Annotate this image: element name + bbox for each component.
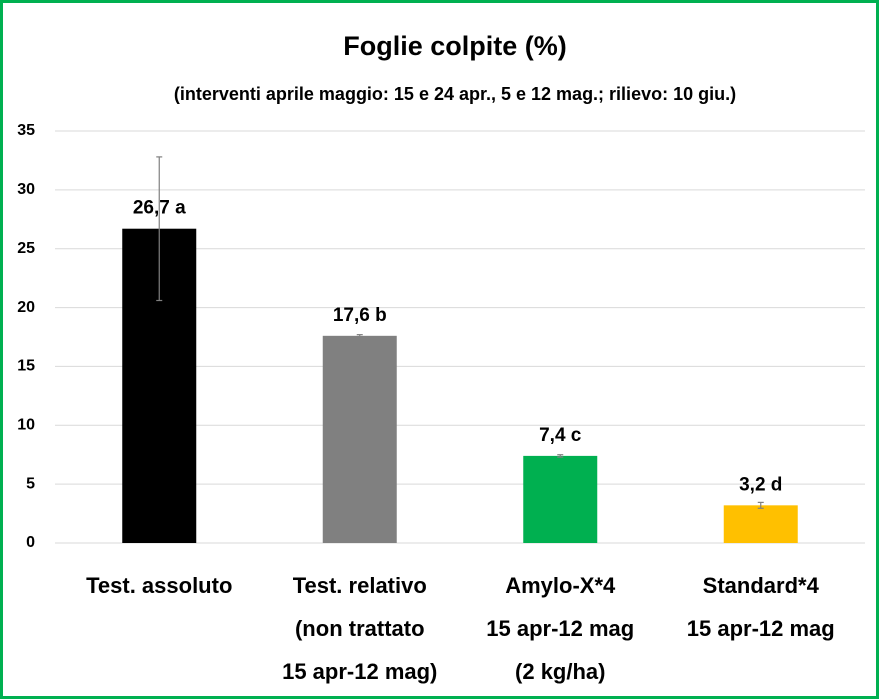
- y-tick-label: 0: [26, 534, 35, 551]
- x-tick-label: 15 apr-12 mag): [282, 659, 437, 684]
- data-label: 17,6 b: [333, 305, 387, 326]
- x-tick-label: 15 apr-12 mag: [687, 616, 835, 641]
- x-tick-label: Test. assoluto: [86, 573, 232, 598]
- y-tick-label: 5: [26, 475, 35, 492]
- x-tick-label: 15 apr-12 mag: [486, 616, 634, 641]
- y-tick-label: 20: [17, 299, 35, 316]
- x-tick-label: Amylo-X*4: [505, 573, 616, 598]
- data-label: 7,4 c: [539, 425, 582, 446]
- chart-title: Foglie colpite (%): [343, 31, 567, 61]
- bar: [723, 505, 798, 543]
- error-bar: [757, 501, 764, 509]
- x-tick-label: Test. relativo: [293, 573, 427, 598]
- chart-subtitle: (interventi aprile maggio: 15 e 24 apr.,…: [174, 84, 736, 104]
- error-bar: [156, 156, 163, 302]
- y-tick-label: 10: [17, 417, 35, 434]
- data-label: 26,7 a: [133, 198, 186, 219]
- y-tick-label: 30: [17, 181, 35, 198]
- y-tick-label: 35: [17, 122, 35, 139]
- y-tick-label: 25: [17, 240, 35, 257]
- error-bar: [356, 334, 363, 338]
- error-bar: [557, 454, 564, 458]
- bar: [322, 335, 397, 543]
- y-tick-label: 15: [17, 358, 35, 375]
- x-tick-label: Standard*4: [703, 573, 820, 598]
- x-tick-label: (2 kg/ha): [515, 659, 605, 684]
- bar: [523, 455, 598, 543]
- x-tick-label: (non trattato: [295, 616, 425, 641]
- data-label: 3,2 d: [739, 474, 782, 495]
